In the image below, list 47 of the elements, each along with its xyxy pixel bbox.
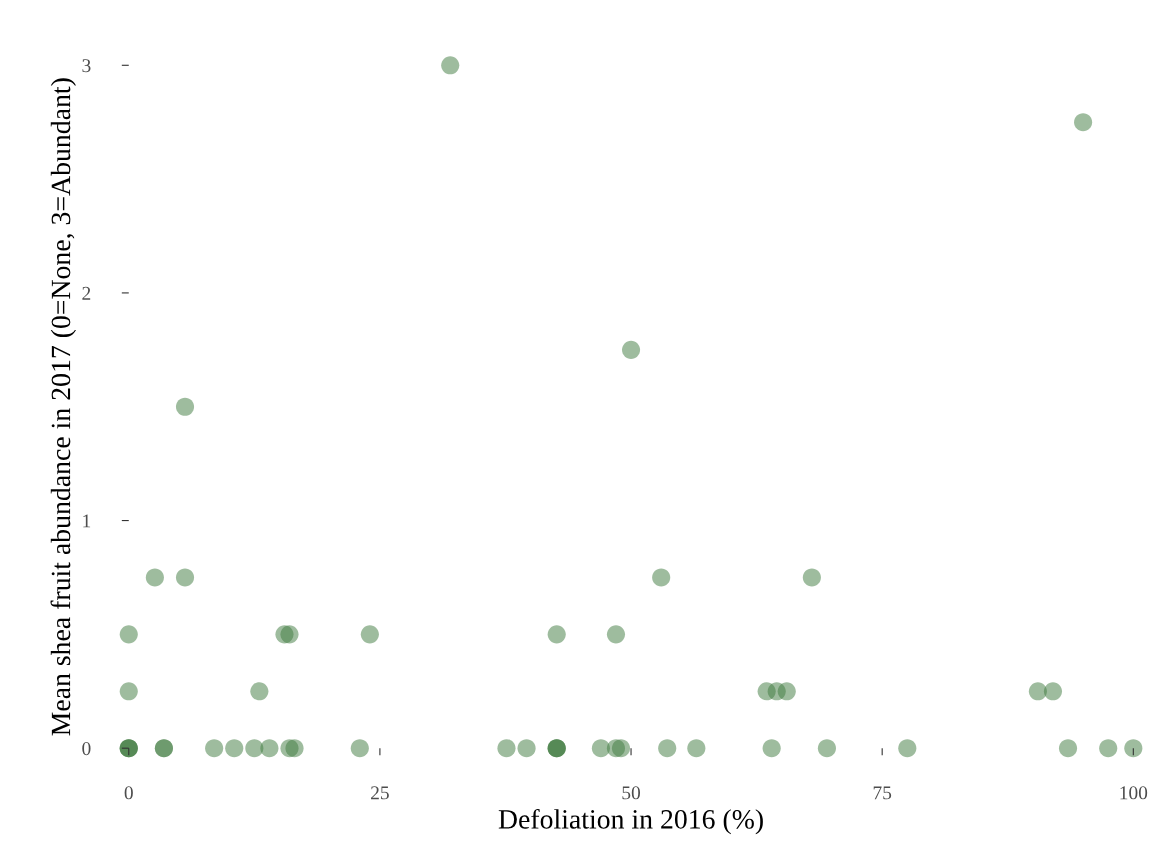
point bbox=[621, 340, 641, 359]
point bbox=[517, 739, 536, 758]
y-tick-label: 3 bbox=[82, 59, 91, 73]
point bbox=[1058, 739, 1078, 758]
point bbox=[1074, 113, 1093, 132]
x-tick-label: 100 bbox=[1120, 786, 1148, 800]
point bbox=[611, 739, 631, 758]
point bbox=[260, 739, 279, 758]
point bbox=[547, 625, 566, 644]
point bbox=[441, 56, 460, 75]
point bbox=[606, 625, 626, 644]
point bbox=[777, 682, 796, 701]
point bbox=[1028, 682, 1047, 701]
point bbox=[802, 568, 821, 587]
point bbox=[687, 739, 706, 758]
point bbox=[762, 739, 781, 758]
y-tick-label: 0 bbox=[82, 742, 91, 756]
x-tick-label: 25 bbox=[371, 786, 389, 800]
point bbox=[652, 568, 671, 587]
y-tick-label: 2 bbox=[82, 286, 91, 300]
point bbox=[280, 625, 299, 644]
point bbox=[1043, 682, 1063, 701]
point bbox=[658, 739, 677, 758]
x-axis-title: Defoliation in 2016 (%) bbox=[498, 808, 763, 835]
point bbox=[360, 625, 379, 644]
point bbox=[285, 739, 304, 758]
point bbox=[497, 739, 516, 758]
point bbox=[1099, 739, 1118, 758]
point bbox=[250, 682, 269, 701]
point bbox=[145, 568, 164, 587]
x-tick-label: 50 bbox=[622, 786, 641, 800]
point bbox=[119, 625, 138, 644]
point bbox=[898, 739, 917, 758]
point bbox=[591, 739, 610, 758]
point bbox=[817, 739, 836, 758]
y-tick-label: 1 bbox=[83, 514, 91, 528]
y-axis-title: Mean shea fruit abundance in 2017 (0=None, 3=Abundant) bbox=[50, 78, 76, 736]
point bbox=[350, 739, 369, 758]
point bbox=[225, 739, 244, 758]
point bbox=[245, 739, 264, 758]
point bbox=[119, 682, 138, 701]
point bbox=[175, 397, 195, 416]
point bbox=[1124, 739, 1143, 758]
point bbox=[175, 568, 195, 587]
x-tick-label: 0 bbox=[124, 786, 133, 800]
x-tick-label: 75 bbox=[873, 786, 892, 800]
point bbox=[205, 739, 224, 758]
